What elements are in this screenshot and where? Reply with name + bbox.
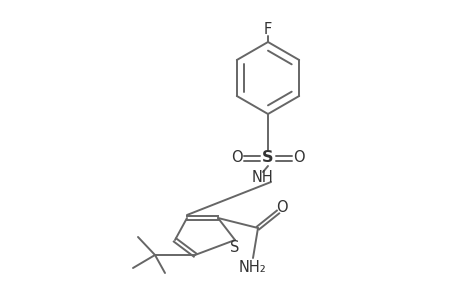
- Text: S: S: [262, 151, 273, 166]
- Text: O: O: [231, 151, 242, 166]
- Text: NH₂: NH₂: [239, 260, 266, 274]
- Text: O: O: [292, 151, 304, 166]
- Text: F: F: [263, 22, 272, 38]
- Text: NH: NH: [252, 170, 273, 185]
- Text: S: S: [230, 239, 239, 254]
- Text: O: O: [275, 200, 287, 215]
